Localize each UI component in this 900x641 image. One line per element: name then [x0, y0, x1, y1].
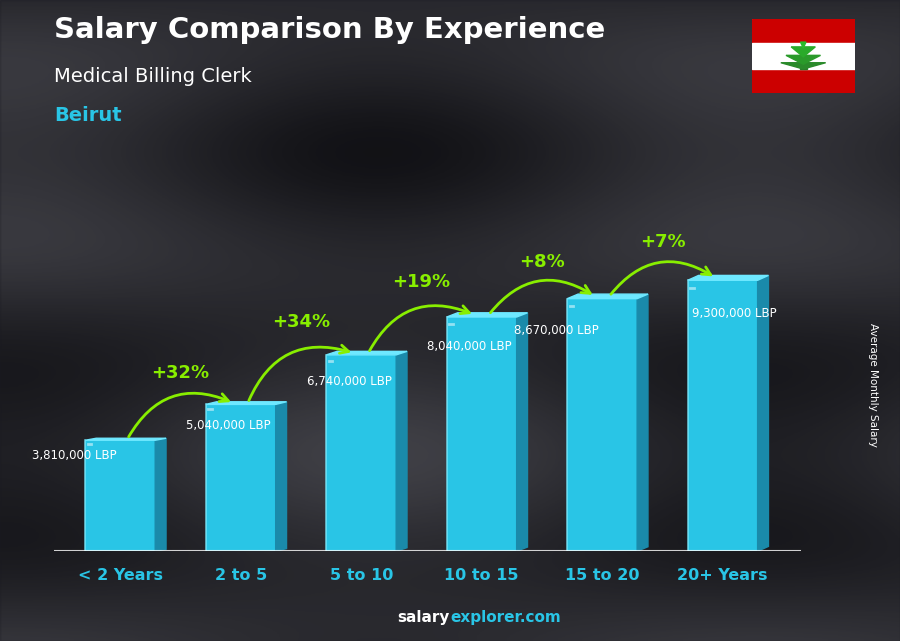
Text: 3,810,000 LBP: 3,810,000 LBP: [32, 449, 117, 462]
Polygon shape: [396, 351, 407, 551]
Bar: [567, 299, 637, 551]
Polygon shape: [327, 351, 407, 355]
Bar: [86, 440, 155, 551]
Polygon shape: [791, 47, 815, 57]
Text: 9,300,000 LBP: 9,300,000 LBP: [692, 308, 777, 320]
Text: Medical Billing Clerk: Medical Billing Clerk: [54, 67, 252, 87]
Text: Beirut: Beirut: [54, 106, 122, 125]
Text: +19%: +19%: [392, 273, 451, 292]
Polygon shape: [206, 402, 286, 404]
Bar: [752, 43, 855, 69]
Text: 8,670,000 LBP: 8,670,000 LBP: [514, 324, 598, 337]
Text: +32%: +32%: [151, 364, 210, 382]
Bar: [752, 19, 855, 43]
Polygon shape: [758, 276, 769, 551]
Text: 5,040,000 LBP: 5,040,000 LBP: [186, 419, 271, 432]
Polygon shape: [567, 294, 648, 299]
Text: explorer.com: explorer.com: [450, 610, 561, 625]
Text: Salary Comparison By Experience: Salary Comparison By Experience: [54, 16, 605, 44]
Polygon shape: [688, 276, 769, 280]
Bar: [206, 404, 275, 551]
Bar: [800, 63, 806, 69]
Bar: [327, 355, 396, 551]
Polygon shape: [781, 63, 825, 69]
Bar: [752, 69, 855, 93]
Polygon shape: [446, 313, 527, 317]
Polygon shape: [517, 313, 527, 551]
Polygon shape: [800, 42, 806, 48]
Bar: [446, 317, 517, 551]
Text: +7%: +7%: [640, 233, 685, 251]
Text: +8%: +8%: [519, 253, 565, 271]
Text: 6,740,000 LBP: 6,740,000 LBP: [307, 374, 392, 388]
Text: Average Monthly Salary: Average Monthly Salary: [868, 322, 878, 447]
Polygon shape: [637, 294, 648, 551]
Text: salary: salary: [398, 610, 450, 625]
Text: 8,040,000 LBP: 8,040,000 LBP: [428, 340, 512, 353]
Bar: [688, 280, 758, 551]
Polygon shape: [275, 402, 286, 551]
Polygon shape: [86, 438, 166, 440]
Text: +34%: +34%: [272, 313, 330, 331]
Polygon shape: [786, 55, 821, 64]
Polygon shape: [155, 438, 166, 551]
